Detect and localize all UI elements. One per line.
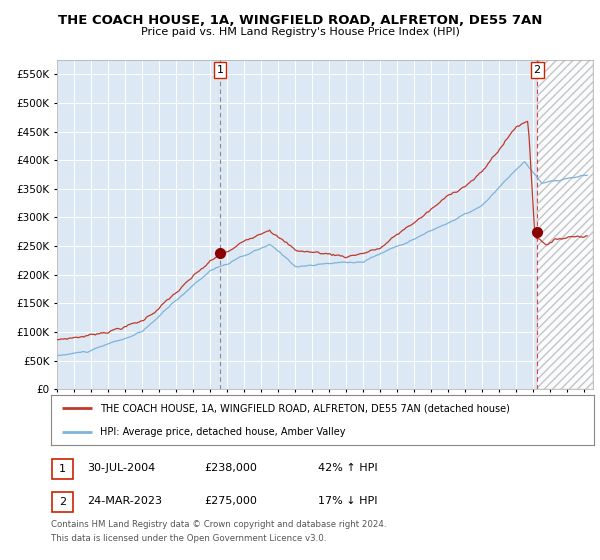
- Text: 1: 1: [217, 65, 223, 75]
- Text: 2: 2: [59, 497, 66, 507]
- Text: Price paid vs. HM Land Registry's House Price Index (HPI): Price paid vs. HM Land Registry's House …: [140, 27, 460, 37]
- Text: £275,000: £275,000: [204, 496, 257, 506]
- Text: HPI: Average price, detached house, Amber Valley: HPI: Average price, detached house, Ambe…: [100, 427, 346, 437]
- Text: 24-MAR-2023: 24-MAR-2023: [87, 496, 162, 506]
- Text: 1: 1: [59, 464, 66, 474]
- Text: 17% ↓ HPI: 17% ↓ HPI: [318, 496, 377, 506]
- Text: 2: 2: [533, 65, 541, 75]
- Text: £238,000: £238,000: [204, 463, 257, 473]
- Text: 30-JUL-2004: 30-JUL-2004: [87, 463, 155, 473]
- Text: Contains HM Land Registry data © Crown copyright and database right 2024.: Contains HM Land Registry data © Crown c…: [51, 520, 386, 529]
- Text: THE COACH HOUSE, 1A, WINGFIELD ROAD, ALFRETON, DE55 7AN (detached house): THE COACH HOUSE, 1A, WINGFIELD ROAD, ALF…: [100, 403, 510, 413]
- Text: 42% ↑ HPI: 42% ↑ HPI: [318, 463, 377, 473]
- Text: THE COACH HOUSE, 1A, WINGFIELD ROAD, ALFRETON, DE55 7AN: THE COACH HOUSE, 1A, WINGFIELD ROAD, ALF…: [58, 14, 542, 27]
- Text: This data is licensed under the Open Government Licence v3.0.: This data is licensed under the Open Gov…: [51, 534, 326, 543]
